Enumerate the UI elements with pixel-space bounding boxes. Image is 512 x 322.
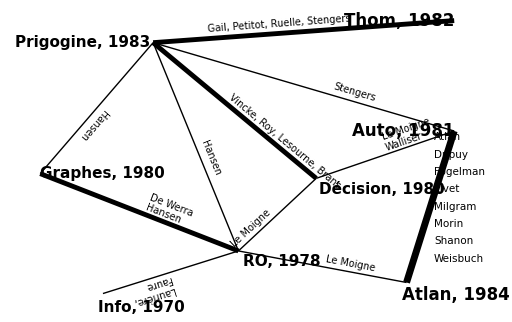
Text: Livet: Livet: [434, 185, 459, 194]
Text: Stengers: Stengers: [333, 81, 377, 103]
Text: Laurière,
Faure: Laurière, Faure: [127, 274, 176, 308]
Text: Gail, Petitot, Ruelle, Stengers: Gail, Petitot, Ruelle, Stengers: [207, 14, 351, 34]
Text: Milgram: Milgram: [434, 202, 477, 212]
Text: Fogelman: Fogelman: [434, 167, 485, 177]
Text: Le Moigne
Walliser: Le Moigne Walliser: [381, 117, 435, 153]
Text: Morin: Morin: [434, 219, 463, 229]
Text: Décision, 1980: Décision, 1980: [318, 182, 444, 196]
Text: Atlan, 1984: Atlan, 1984: [401, 286, 509, 304]
Text: Le Moigne: Le Moigne: [229, 207, 272, 249]
Text: RO, 1978: RO, 1978: [244, 254, 321, 269]
Text: Le Moigne: Le Moigne: [325, 254, 376, 273]
Text: Hansen: Hansen: [199, 139, 222, 177]
Text: Weisbuch: Weisbuch: [434, 254, 484, 264]
Text: Hansen: Hansen: [77, 108, 109, 143]
Text: Shanon: Shanon: [434, 236, 474, 246]
Text: Info, 1970: Info, 1970: [98, 300, 185, 315]
Text: Atlan: Atlan: [434, 132, 461, 142]
Text: Prigogine, 1983: Prigogine, 1983: [15, 35, 151, 50]
Text: Thom, 1982: Thom, 1982: [344, 12, 454, 30]
Text: Auto, 1981: Auto, 1981: [352, 122, 454, 140]
Text: Graphes, 1980: Graphes, 1980: [40, 166, 165, 181]
Text: De Werra
Hansen: De Werra Hansen: [144, 192, 195, 229]
Text: Vincke, Roy, Lesourne, Brans: Vincke, Roy, Lesourne, Brans: [227, 92, 342, 190]
Text: Dupuy: Dupuy: [434, 150, 468, 160]
